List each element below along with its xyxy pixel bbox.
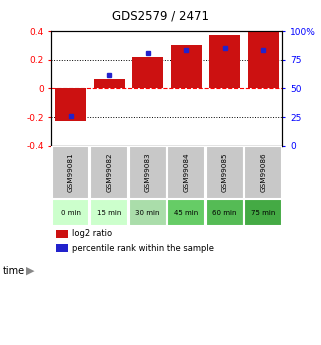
Bar: [206, 199, 244, 226]
Text: GSM99082: GSM99082: [106, 152, 112, 192]
Bar: [90, 199, 128, 226]
Text: GDS2579 / 2471: GDS2579 / 2471: [112, 9, 209, 22]
Text: 15 min: 15 min: [97, 210, 121, 216]
Bar: [167, 199, 205, 226]
Text: 60 min: 60 min: [213, 210, 237, 216]
Text: GSM99085: GSM99085: [222, 152, 228, 192]
Text: time: time: [3, 266, 25, 276]
Bar: [209, 35, 240, 88]
Bar: [132, 57, 163, 88]
Text: GSM99086: GSM99086: [260, 152, 266, 192]
Text: ▶: ▶: [26, 266, 35, 276]
Text: 75 min: 75 min: [251, 210, 275, 216]
Bar: [52, 199, 90, 226]
Bar: [94, 79, 125, 88]
Text: 0 min: 0 min: [61, 210, 81, 216]
Bar: [129, 199, 167, 226]
Bar: [56, 244, 67, 253]
Bar: [90, 146, 128, 199]
Bar: [167, 146, 205, 199]
Bar: [248, 32, 279, 88]
Text: GSM99081: GSM99081: [68, 152, 74, 192]
Bar: [206, 146, 244, 199]
Text: GSM99084: GSM99084: [183, 152, 189, 192]
Text: percentile rank within the sample: percentile rank within the sample: [72, 244, 214, 253]
Bar: [244, 199, 282, 226]
Text: 30 min: 30 min: [135, 210, 160, 216]
Text: GSM99083: GSM99083: [145, 152, 151, 192]
Bar: [55, 88, 86, 121]
Text: log2 ratio: log2 ratio: [72, 229, 112, 238]
Bar: [56, 229, 67, 238]
Bar: [244, 146, 282, 199]
Bar: [171, 45, 202, 88]
Bar: [129, 146, 167, 199]
Bar: [52, 146, 90, 199]
Text: 45 min: 45 min: [174, 210, 198, 216]
